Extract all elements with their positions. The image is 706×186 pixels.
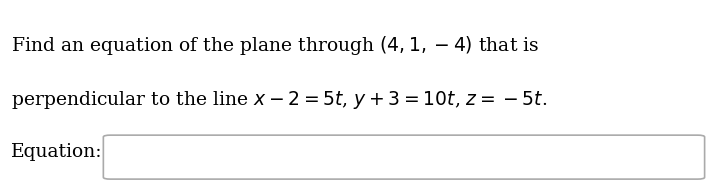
FancyBboxPatch shape <box>103 135 705 179</box>
Text: Find an equation of the plane through $(4, 1, -4)$ that is: Find an equation of the plane through $(… <box>11 34 539 57</box>
Text: perpendicular to the line $x - 2 = 5t$, $y + 3 = 10t$, $z = -5t$.: perpendicular to the line $x - 2 = 5t$, … <box>11 89 546 111</box>
Text: Equation:: Equation: <box>11 143 102 161</box>
